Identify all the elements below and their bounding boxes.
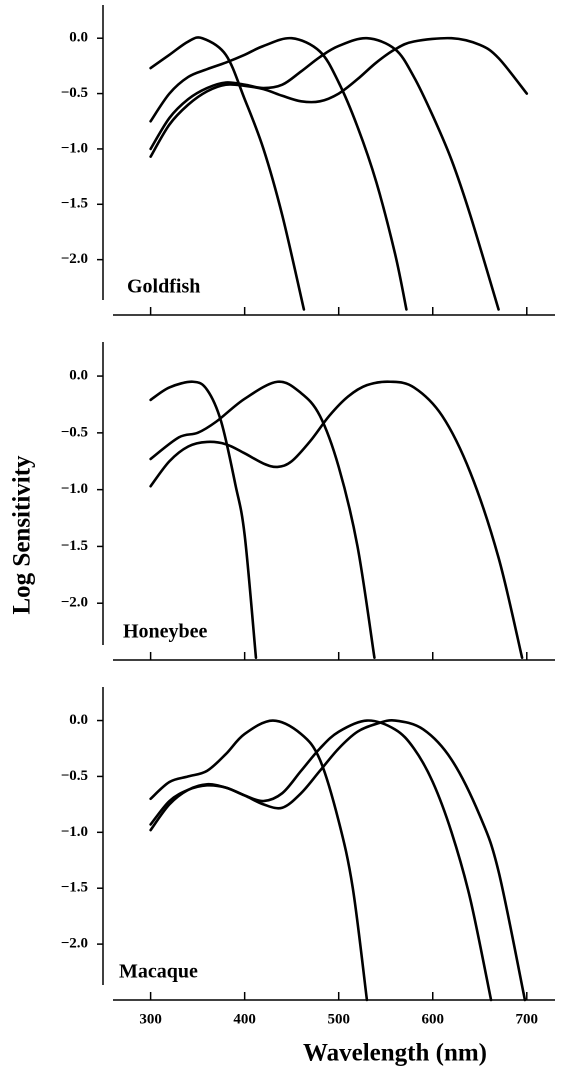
y-tick-label: 0.0 [69,368,88,384]
y-tick-label: −0.5 [61,768,88,784]
y-tick-label: −1.5 [61,880,88,896]
y-tick-label: −2.0 [61,936,88,952]
sensitivity-curve [149,719,369,1002]
sensitivity-curve [149,380,524,660]
x-tick-label: 600 [421,1011,444,1027]
sensitivity-curve [149,36,500,311]
y-tick-label: 0.0 [69,712,88,728]
y-tick-label: −1.5 [61,538,88,554]
x-axis-title: Wavelength (nm) [303,1040,487,1067]
y-tick-label: −1.0 [61,824,88,840]
y-tick-label: −0.5 [61,424,88,440]
y-tick-label: 0.0 [69,30,88,46]
sensitivity-curve [149,36,529,158]
panel-label: Honeybee [123,621,208,643]
sensitivity-curve [149,36,408,311]
y-tick-label: −2.0 [61,251,88,267]
y-tick-label: −0.5 [61,85,88,101]
x-tick-label: 700 [516,1011,539,1027]
x-tick-label: 500 [327,1011,350,1027]
y-tick-label: −2.0 [61,595,88,611]
y-tick-label: −1.5 [61,196,88,212]
sensitivity-curve [149,380,376,660]
panel-label: Macaque [119,961,198,983]
y-tick-label: −1.0 [61,481,88,497]
x-tick-label: 400 [233,1011,256,1027]
y-axis-title: Log Sensitivity [9,455,36,615]
x-tick-label: 300 [139,1011,162,1027]
sensitivity-curve [149,719,527,1002]
sensitivity-curve [149,380,258,660]
panel-label: Goldfish [127,276,200,298]
sensitivity-curve [149,36,306,311]
y-tick-label: −1.0 [61,140,88,156]
